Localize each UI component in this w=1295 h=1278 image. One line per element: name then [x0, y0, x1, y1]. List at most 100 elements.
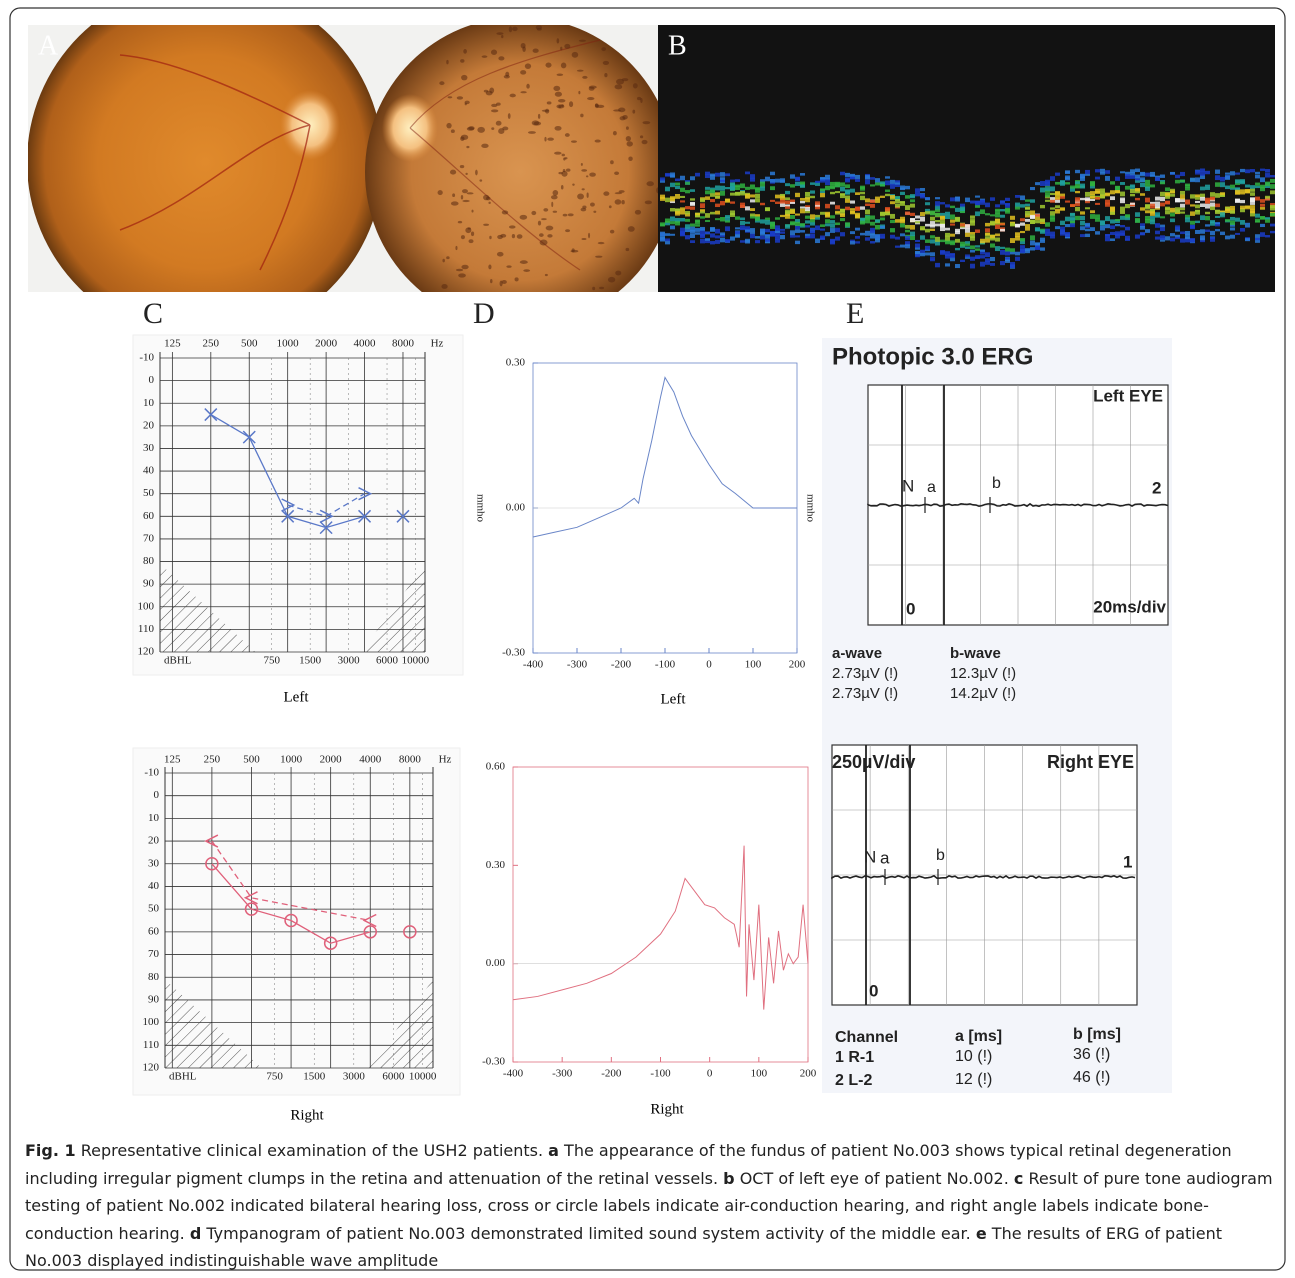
oct-speckle [1155, 204, 1160, 208]
oct-speckle [865, 204, 870, 206]
oct-speckle [805, 236, 810, 238]
oct-speckle [1070, 217, 1075, 220]
oct-speckle [740, 203, 745, 208]
pigment [520, 70, 526, 75]
oct-speckle [1240, 228, 1245, 232]
oct-speckle [730, 210, 735, 215]
pigment [593, 211, 596, 213]
oct-speckle [1095, 214, 1100, 218]
oct-speckle [1085, 192, 1090, 197]
oct-speckle [915, 240, 920, 242]
oct-speckle [900, 192, 905, 195]
pigment [563, 214, 568, 217]
oct-speckle [840, 232, 845, 236]
pigment [615, 199, 622, 204]
caption-key: a [548, 1141, 559, 1160]
oct-speckle [1065, 217, 1070, 222]
pigment [635, 210, 641, 215]
oct-speckle [695, 220, 700, 224]
oct-speckle [985, 238, 990, 242]
oct-speckle [705, 232, 710, 234]
pigment [528, 131, 536, 134]
pigment [542, 110, 549, 112]
oct-speckle [1130, 189, 1135, 193]
oct-speckle [1015, 232, 1020, 234]
pigment [640, 135, 643, 138]
oct-speckle [1085, 223, 1090, 227]
oct-speckle [1195, 210, 1200, 215]
oct-speckle [1025, 211, 1030, 216]
oct-speckle [1065, 171, 1070, 174]
pigment [496, 103, 501, 106]
oct-speckle [785, 201, 790, 205]
oct-speckle [1105, 237, 1110, 241]
oct-speckle [1250, 185, 1255, 189]
oct-speckle [1180, 191, 1185, 195]
caption-key: b [723, 1169, 734, 1188]
oct-speckle [1015, 257, 1020, 261]
oct-speckle [1125, 174, 1130, 177]
oct-speckle [1205, 200, 1210, 204]
oct-speckle [885, 194, 890, 196]
oct-speckle [985, 223, 990, 227]
oct-speckle [680, 210, 685, 215]
oct-speckle [1000, 209, 1005, 211]
pigment [497, 235, 503, 239]
oct-speckle [675, 183, 680, 186]
oct-speckle [920, 226, 925, 230]
pigment [477, 127, 485, 133]
panel-label: A [38, 30, 59, 61]
oct-speckle [835, 230, 840, 233]
oct-speckle [1135, 175, 1140, 179]
oct-speckle [770, 233, 775, 236]
oct-speckle [715, 204, 720, 207]
oct-speckle [715, 211, 720, 215]
oct-speckle [700, 239, 705, 243]
oct-speckle [775, 217, 780, 219]
oct-speckle [1145, 173, 1150, 177]
x-tick-label: 4000 [359, 754, 382, 766]
oct-speckle [725, 199, 730, 203]
oct-speckle [1270, 231, 1275, 233]
oct-speckle [1130, 169, 1135, 173]
oct-speckle [1150, 184, 1155, 187]
oct-speckle [1020, 249, 1025, 253]
oct-speckle [1255, 175, 1260, 179]
oct-speckle [895, 204, 900, 208]
oct-speckle [1205, 216, 1210, 220]
pigment [581, 163, 583, 166]
oct-speckle [1050, 211, 1055, 216]
oct-speckle [1255, 186, 1260, 188]
oct-speckle [1155, 212, 1160, 216]
oct-speckle [965, 224, 970, 229]
oct-speckle [670, 172, 675, 177]
panel-label: C [143, 297, 163, 330]
oct-speckle [855, 241, 860, 243]
oct-speckle [1050, 176, 1055, 181]
pigment [642, 140, 648, 144]
oct-speckle [750, 234, 755, 238]
oct-speckle [885, 207, 890, 211]
y-tick-label: 0 [154, 789, 160, 801]
oct-speckle [1180, 195, 1185, 200]
oct-speckle [1205, 230, 1210, 232]
oct-speckle [1265, 196, 1270, 199]
oct-speckle [1155, 223, 1160, 228]
oct-speckle [805, 220, 810, 223]
oct-speckle [1125, 177, 1130, 179]
oct-speckle [665, 233, 670, 236]
oct-speckle [930, 211, 935, 216]
oct-speckle [1100, 192, 1105, 195]
oct-speckle [820, 188, 825, 191]
oct-speckle [980, 262, 985, 267]
oct-speckle [1205, 212, 1210, 214]
oct-speckle [810, 231, 815, 233]
pigment [446, 123, 451, 129]
x-tick-label: 250 [203, 338, 220, 350]
oct-speckle [720, 191, 725, 196]
pigment [586, 175, 588, 177]
oct-speckle [710, 233, 715, 237]
oct-speckle [725, 187, 730, 189]
oct-speckle [1220, 212, 1225, 215]
oct-speckle [1185, 217, 1190, 222]
